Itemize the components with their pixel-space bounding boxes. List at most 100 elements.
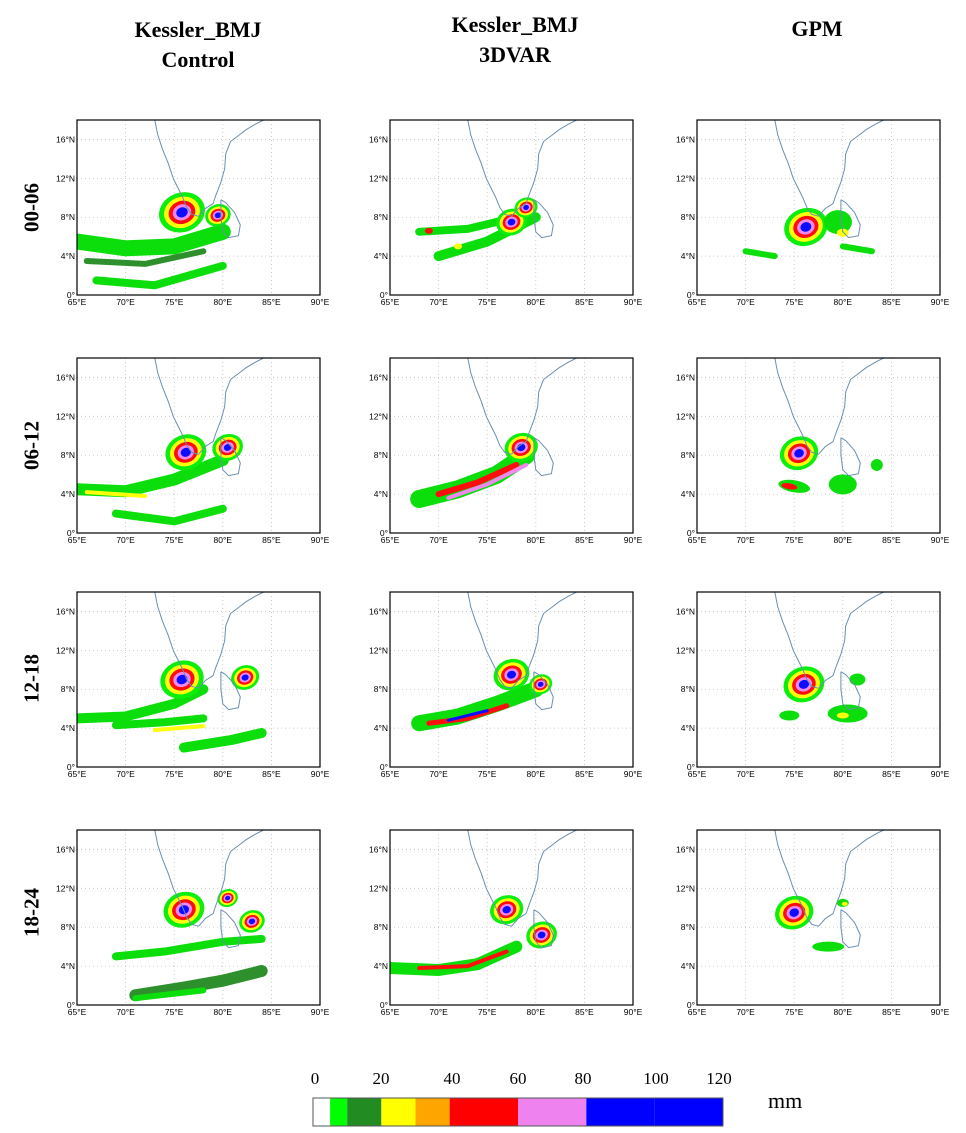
x-tick-label: 85°E bbox=[575, 769, 594, 779]
x-tick-label: 90°E bbox=[624, 535, 643, 545]
x-tick-label: 65°E bbox=[68, 535, 87, 545]
x-tick-label: 80°E bbox=[834, 1007, 853, 1017]
x-tick-label: 75°E bbox=[785, 769, 804, 779]
map-panel-18-24-col2: 65°E 70°E 75°E 80°E 85°E 90°E 0° 4°N 8°N 12°N 16°N bbox=[369, 829, 643, 1017]
y-tick-label: 12°N bbox=[676, 411, 695, 421]
y-tick-label: 16°N bbox=[369, 372, 388, 382]
map-panel-12-18-col3: 65°E 70°E 75°E 80°E 85°E 90°E 0° 4°N 8°N 12°N 16°N bbox=[676, 591, 950, 779]
x-tick-label: 90°E bbox=[311, 535, 330, 545]
column-title-line1: GPM bbox=[791, 16, 843, 41]
colorbar-tick-60: 60 bbox=[509, 1069, 527, 1088]
x-tick-label: 90°E bbox=[931, 297, 950, 307]
y-tick-label: 12°N bbox=[56, 883, 75, 893]
x-tick-label: 65°E bbox=[68, 297, 87, 307]
y-tick-label: 4°N bbox=[61, 723, 75, 733]
y-tick-label: 0° bbox=[67, 528, 75, 538]
y-tick-label: 4°N bbox=[61, 251, 75, 261]
y-tick-label: 0° bbox=[687, 1000, 695, 1010]
x-tick-label: 90°E bbox=[931, 769, 950, 779]
map-panel-00-06-col3: 65°E 70°E 75°E 80°E 85°E 90°E 0° 4°N 8°N 12°N 16°N bbox=[676, 119, 950, 307]
coastline bbox=[154, 358, 264, 477]
y-tick-label: 8°N bbox=[374, 684, 388, 694]
colorbar-tick-120: 120 bbox=[706, 1069, 732, 1088]
x-tick-label: 90°E bbox=[311, 1007, 330, 1017]
y-tick-label: 16°N bbox=[56, 372, 75, 382]
y-tick-label: 16°N bbox=[56, 134, 75, 144]
x-tick-label: 65°E bbox=[381, 769, 400, 779]
colorbar-unit: mm bbox=[768, 1088, 803, 1113]
x-tick-label: 70°E bbox=[116, 1007, 135, 1017]
x-tick-label: 90°E bbox=[311, 297, 330, 307]
map-frame bbox=[697, 120, 940, 295]
y-tick-label: 16°N bbox=[56, 844, 75, 854]
x-tick-label: 85°E bbox=[262, 297, 281, 307]
y-tick-label: 16°N bbox=[676, 606, 695, 616]
rainfall-field bbox=[410, 432, 538, 508]
x-tick-label: 70°E bbox=[736, 769, 755, 779]
x-tick-label: 90°E bbox=[624, 297, 643, 307]
rainfall-field bbox=[778, 436, 883, 495]
map-panel-12-18-col2: 65°E 70°E 75°E 80°E 85°E 90°E 0° 4°N 8°N 12°N 16°N bbox=[369, 591, 643, 779]
y-tick-label: 12°N bbox=[676, 645, 695, 655]
y-tick-label: 8°N bbox=[681, 212, 695, 222]
x-tick-label: 90°E bbox=[931, 1007, 950, 1017]
y-tick-label: 8°N bbox=[61, 922, 75, 932]
grid bbox=[697, 358, 940, 533]
colorbar-swatch-5 bbox=[449, 1098, 518, 1126]
x-tick-label: 85°E bbox=[575, 1007, 594, 1017]
colorbar-swatch-8 bbox=[654, 1098, 723, 1126]
x-tick-label: 70°E bbox=[429, 297, 448, 307]
column-title-control: Kessler_BMJ Control bbox=[98, 15, 298, 75]
x-tick-label: 80°E bbox=[527, 535, 546, 545]
y-tick-label: 16°N bbox=[676, 134, 695, 144]
x-tick-label: 70°E bbox=[736, 297, 755, 307]
x-tick-label: 85°E bbox=[262, 535, 281, 545]
map-frame bbox=[697, 358, 940, 533]
row-label-18-24: 18-24 bbox=[19, 888, 44, 937]
row-label-00-06: 00-06 bbox=[19, 183, 44, 232]
y-tick-label: 4°N bbox=[61, 489, 75, 499]
y-tick-label: 0° bbox=[380, 528, 388, 538]
column-title-line1: Kessler_BMJ bbox=[451, 12, 579, 37]
colorbar-tick-20: 20 bbox=[372, 1069, 390, 1088]
y-tick-label: 16°N bbox=[676, 372, 695, 382]
x-tick-label: 80°E bbox=[527, 769, 546, 779]
rainfall-field bbox=[111, 889, 268, 1002]
grid bbox=[77, 120, 320, 295]
x-tick-label: 70°E bbox=[429, 769, 448, 779]
y-tick-label: 4°N bbox=[374, 489, 388, 499]
column-title-gpm: GPM bbox=[717, 14, 917, 44]
x-tick-label: 75°E bbox=[785, 1007, 804, 1017]
coastline bbox=[154, 120, 264, 239]
x-tick-label: 75°E bbox=[165, 1007, 184, 1017]
x-tick-label: 90°E bbox=[624, 1007, 643, 1017]
x-tick-label: 90°E bbox=[311, 769, 330, 779]
y-tick-label: 4°N bbox=[681, 961, 695, 971]
x-tick-label: 80°E bbox=[527, 297, 546, 307]
coastline bbox=[774, 120, 884, 239]
y-tick-label: 16°N bbox=[676, 844, 695, 854]
y-tick-label: 4°N bbox=[681, 251, 695, 261]
y-tick-label: 0° bbox=[380, 762, 388, 772]
column-title-line1: Kessler_BMJ bbox=[134, 17, 262, 42]
y-tick-label: 4°N bbox=[374, 961, 388, 971]
map-panel-00-06-col1: 65°E 70°E 75°E 80°E 85°E 90°E 0° 4°N 8°N 12°N 16°N bbox=[56, 119, 330, 307]
x-tick-label: 85°E bbox=[262, 1007, 281, 1017]
map-panel-06-12-col2: 65°E 70°E 75°E 80°E 85°E 90°E 0° 4°N 8°N 12°N 16°N bbox=[369, 357, 643, 545]
grid bbox=[697, 120, 940, 295]
y-tick-label: 12°N bbox=[369, 411, 388, 421]
x-tick-label: 70°E bbox=[116, 535, 135, 545]
y-tick-label: 16°N bbox=[369, 134, 388, 144]
x-tick-label: 65°E bbox=[381, 535, 400, 545]
x-tick-label: 85°E bbox=[262, 769, 281, 779]
x-tick-label: 80°E bbox=[834, 297, 853, 307]
colorbar-swatch-1 bbox=[330, 1098, 348, 1126]
y-tick-label: 0° bbox=[67, 290, 75, 300]
y-tick-label: 8°N bbox=[681, 450, 695, 460]
grid bbox=[77, 830, 320, 1005]
y-tick-label: 12°N bbox=[676, 883, 695, 893]
y-tick-label: 12°N bbox=[56, 173, 75, 183]
y-tick-label: 0° bbox=[687, 290, 695, 300]
column-title-line2: Control bbox=[161, 47, 235, 72]
x-tick-label: 65°E bbox=[688, 535, 707, 545]
